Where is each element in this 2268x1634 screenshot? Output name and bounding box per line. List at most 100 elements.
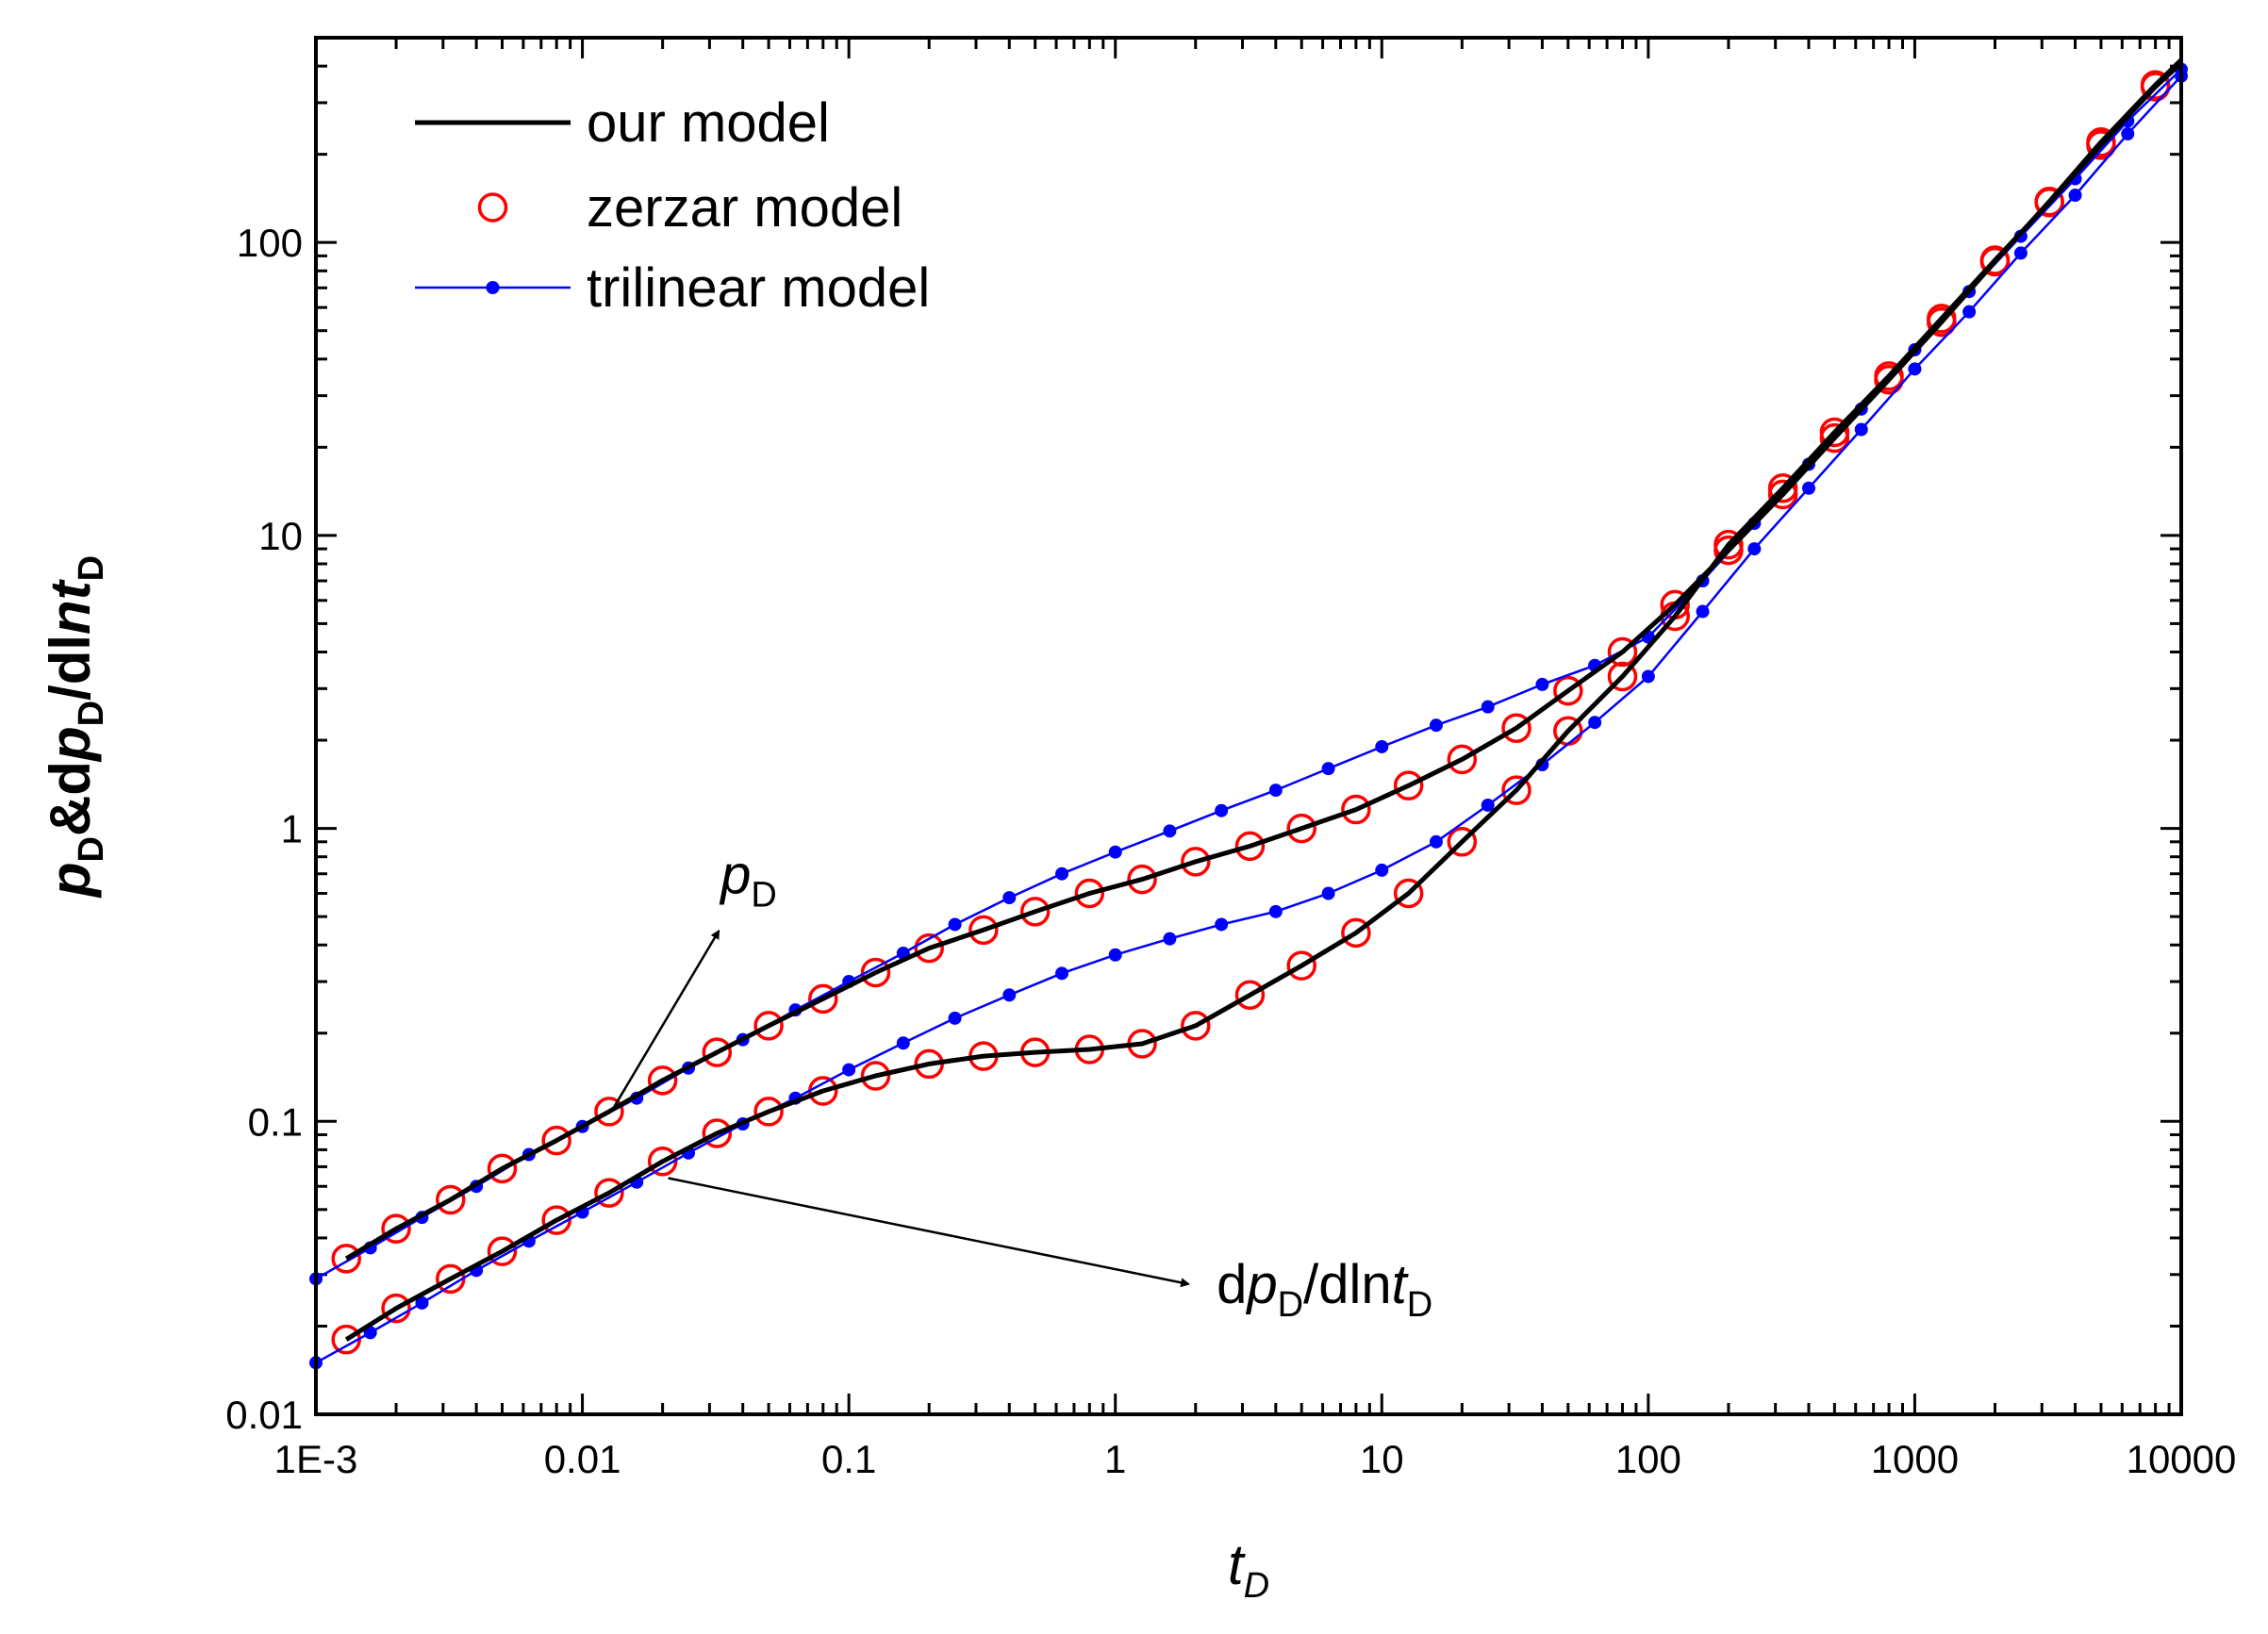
zerzar-model-dpd-point	[1286, 950, 1316, 981]
trilinear-model-dpd-point	[1854, 422, 1868, 437]
zerzar-model-pd-point	[435, 1184, 466, 1215]
y-tick-label: 100	[237, 221, 303, 265]
zerzar-model-pd-point	[1553, 675, 1583, 706]
zerzar-model-dpd-point	[1501, 775, 1531, 805]
trilinear-model-dpd-point	[1908, 362, 1922, 376]
x-tick-label: 10000	[2127, 1437, 2237, 1481]
zerzar-model-dpd-point	[1979, 245, 2011, 275]
y-tick-label: 10	[258, 514, 303, 558]
trilinear-model-pd-point	[1535, 677, 1549, 691]
trilinear-model-dpd-point	[1268, 904, 1283, 918]
zerzar-model-pd-point	[860, 957, 891, 988]
trilinear-model-dpd-point	[2121, 126, 2135, 140]
zerzar-model-pd-point	[1286, 813, 1316, 844]
zerzar-model-dpd-point	[1607, 661, 1638, 692]
zerzar-model-pd-point	[1341, 794, 1371, 825]
y-axis-title: pD&dpD/dlntD	[39, 555, 111, 899]
our-model-dpd-line	[344, 60, 2183, 1342]
trilinear-model-pd-point	[1375, 739, 1389, 753]
zerzar-model-dpd-point	[1767, 472, 1798, 503]
zerzar-model-pd-point	[594, 1097, 624, 1127]
zerzar-model-pd-point	[1234, 831, 1266, 862]
legend-dot-swatch	[486, 281, 500, 294]
y-tick-label: 0.01	[225, 1393, 303, 1437]
trilinear-model-pd-point	[948, 917, 962, 932]
zerzar-model-pd-point	[753, 1011, 784, 1041]
zerzar-model-dpd-point	[1819, 417, 1850, 448]
annotation-label: dpD/dlntD	[1217, 1254, 1432, 1325]
zerzar-model-pd-point	[1501, 713, 1531, 743]
zerzar-model-dpd-point	[381, 1293, 411, 1324]
y-tick-label: 0.1	[248, 1099, 303, 1144]
legend-label: trilinear model	[587, 257, 930, 319]
trilinear-model-pd-point	[1215, 803, 1229, 817]
annotation-pd: pD	[611, 845, 777, 1111]
trilinear-model-dpd-point	[1696, 604, 1710, 619]
trilinear-model-pd-point	[1481, 700, 1495, 714]
trilinear-model-dpd-point	[1375, 863, 1389, 877]
zerzar-model-pd-point	[1019, 897, 1051, 927]
zerzar-model-dpd-point	[1234, 980, 1266, 1011]
trilinear-model-dpd-point	[2013, 246, 2028, 260]
zerzar-model-pd-point	[647, 1065, 678, 1096]
zerzar-model-pd-point	[1074, 878, 1105, 909]
trilinear-model-dpd-point	[1429, 834, 1443, 849]
trilinear-model-dpd-point	[948, 1011, 962, 1025]
trilinear-model-dpd-point	[1321, 886, 1335, 900]
zerzar-model-pd-point	[1447, 744, 1478, 775]
trilinear-model-dpd-point	[1163, 932, 1177, 946]
zerzar-model-dpd-point	[1874, 361, 1904, 391]
annotation-arrow	[611, 929, 720, 1111]
zerzar-model-pd-point	[487, 1153, 518, 1184]
x-axis-title: tD	[1228, 1533, 1269, 1606]
trilinear-model-dpd-line	[315, 74, 2182, 1364]
plot-frame-layer	[314, 36, 2183, 1416]
plot-frame	[314, 36, 2183, 1416]
zerzar-model-dpd-point	[2086, 130, 2116, 160]
series-layer	[309, 58, 2188, 1370]
zerzar-model-pd-point	[968, 915, 999, 946]
x-tick-label: 1	[1104, 1437, 1126, 1481]
zerzar-model-pd-point	[541, 1125, 571, 1156]
zerzar-model-dpd-point	[702, 1118, 733, 1148]
trilinear-model-dpd-point	[2068, 189, 2082, 203]
annotations: pD dpD/dlntD	[611, 845, 1432, 1325]
trilinear-model-pd-point	[1321, 762, 1335, 776]
y-tick-label: 1	[281, 807, 303, 851]
x-tick-label: 100	[1615, 1437, 1681, 1481]
zerzar-model-pd-point	[914, 933, 944, 964]
trilinear-model-pd-point	[1002, 891, 1017, 905]
zerzar-model-dpd-point	[1927, 304, 1957, 334]
legend-entry-trilinear-model: trilinear model	[415, 257, 930, 319]
zerzar-model-dpd-point	[487, 1236, 518, 1266]
annotation-arrow	[668, 1177, 1191, 1288]
our-model-pd-line	[344, 58, 2183, 1262]
zerzar-model-pd-point	[702, 1037, 733, 1067]
legend-entry-zerzar-model: zerzar model	[477, 177, 902, 239]
axis-titles: tD pD&dpD/dlntD	[39, 555, 1269, 1606]
legend-entry-our-model: our model	[415, 92, 830, 154]
legend: our model zerzar model trilinear model	[415, 92, 930, 319]
zerzar-model-pd-point	[1181, 847, 1211, 877]
zerzar-model-pd-point	[381, 1213, 411, 1244]
trilinear-model-dpd-point	[1055, 966, 1069, 981]
zerzar-model-dpd-point	[2034, 187, 2064, 218]
y-axis-title-group: pD&dpD/dlntD	[39, 555, 111, 899]
trilinear-model-pd-point	[1268, 784, 1283, 798]
trilinear-model-dpd-point	[1588, 716, 1602, 730]
zerzar-model-dpd-point	[1181, 1011, 1211, 1041]
zerzar-model-pd-point	[1607, 636, 1638, 668]
zerzar-model-dpd-point	[753, 1097, 784, 1127]
annotation-label: pD	[719, 845, 777, 916]
zerzar-model-dpd-point	[1713, 529, 1744, 560]
annotation-dpd: dpD/dlntD	[668, 1177, 1432, 1325]
trilinear-model-dpd-point	[1002, 988, 1017, 1002]
trilinear-model-dpd-point	[896, 1036, 910, 1050]
zerzar-model-dpd-point	[1393, 878, 1424, 909]
trilinear-model-dpd-point	[1641, 669, 1655, 684]
trilinear-model-dpd-point	[1215, 917, 1229, 932]
zerzar-model-pd-point	[1127, 864, 1157, 895]
x-tick-label: 0.01	[544, 1437, 621, 1481]
axis-ticks	[314, 36, 2183, 1416]
